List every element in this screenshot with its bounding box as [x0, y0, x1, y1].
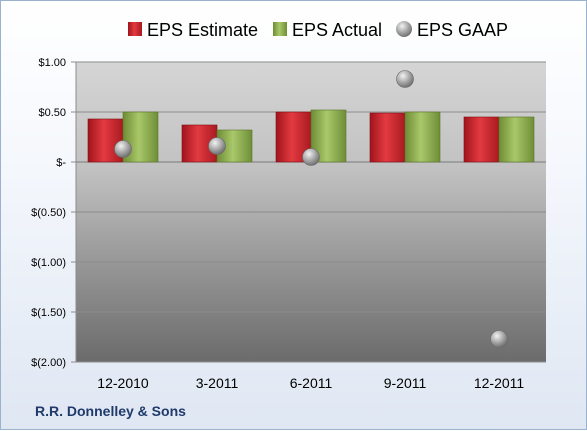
legend-item-eps-estimate: EPS Estimate: [128, 20, 258, 40]
legend-label-gaap: EPS GAAP: [417, 20, 508, 40]
x-tick-label: 12-2010: [97, 375, 149, 391]
legend-swatch-gaap: [396, 21, 412, 37]
x-tick-label: 12-2011: [474, 375, 525, 391]
legend: EPS Estimate EPS Actual EPS GAAP: [128, 20, 508, 40]
legend-item-eps-gaap: EPS GAAP: [396, 20, 508, 40]
gaap-markers: [114, 70, 508, 348]
y-tick-label: $1.00: [38, 57, 66, 69]
legend-label-estimate: EPS Estimate: [147, 20, 258, 40]
gaap-marker: [302, 148, 320, 166]
actual-bar: [404, 111, 441, 163]
y-tick-label: $(0.50): [31, 207, 66, 219]
company-name: R.R. Donnelley & Sons: [35, 403, 186, 419]
legend-swatch-actual: [273, 22, 287, 36]
legend-label-actual: EPS Actual: [292, 20, 382, 40]
x-tick-label: 9-2011: [384, 375, 427, 391]
bars: [87, 109, 535, 163]
actual-bar: [498, 116, 535, 163]
x-axis-ticks: 12-2010 3-2011 6-2011 9-2011 12-2011: [97, 375, 524, 391]
gaap-marker: [208, 137, 226, 155]
gaap-marker: [114, 140, 132, 158]
y-tick-label: $(1.00): [31, 257, 66, 269]
y-tick-label: $-: [56, 157, 66, 169]
y-axis-ticks: $1.00 $0.50 $- $(0.50) $(1.00) $(1.50) $(2.00): [31, 57, 66, 369]
legend-swatch-estimate: [128, 22, 142, 36]
gaap-marker: [490, 330, 508, 348]
y-tick-label: $(1.50): [31, 307, 66, 319]
legend-item-eps-actual: EPS Actual: [273, 20, 382, 40]
estimate-bar: [369, 112, 406, 163]
y-tick-label: $(2.00): [31, 357, 66, 369]
actual-bar: [310, 109, 347, 163]
x-tick-label: 3-2011: [196, 375, 239, 391]
y-tick-label: $0.50: [38, 107, 66, 119]
x-tick-label: 6-2011: [290, 375, 333, 391]
estimate-bar: [463, 116, 500, 163]
gaap-marker: [396, 70, 414, 88]
